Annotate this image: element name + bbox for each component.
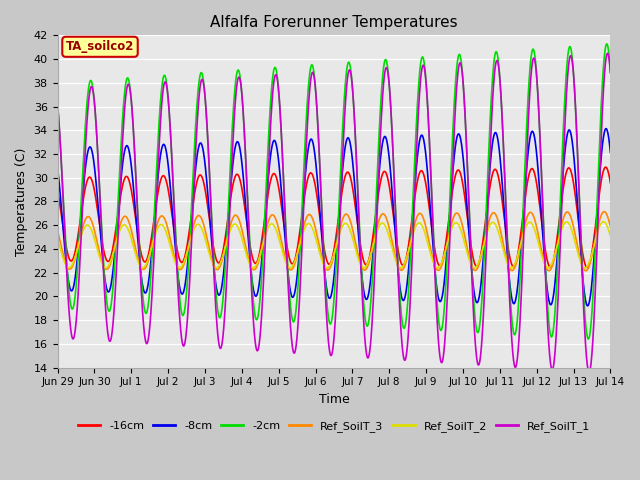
Ref_SoilT_3	[458, 220, 466, 226]
Line: Ref_SoilT_3: Ref_SoilT_3	[58, 212, 611, 271]
Ref_SoilT_1	[585, 369, 593, 375]
-16cm	[428, 220, 435, 226]
Ref_SoilT_2	[458, 230, 466, 236]
-2cm	[606, 62, 614, 68]
Ref_SoilT_2	[212, 265, 220, 271]
Ref_SoilT_2	[428, 253, 435, 259]
-16cm	[54, 188, 61, 194]
Title: Alfalfa Forerunner Temperatures: Alfalfa Forerunner Temperatures	[210, 15, 458, 30]
Ref_SoilT_3	[606, 222, 614, 228]
Ref_SoilT_1	[153, 190, 161, 196]
Legend: -16cm, -8cm, -2cm, Ref_SoilT_3, Ref_SoilT_2, Ref_SoilT_1: -16cm, -8cm, -2cm, Ref_SoilT_3, Ref_Soil…	[74, 416, 595, 436]
Ref_SoilT_1	[607, 70, 614, 76]
-8cm	[490, 136, 497, 142]
-16cm	[602, 164, 609, 170]
-16cm	[606, 177, 614, 183]
Ref_SoilT_2	[490, 219, 497, 225]
-16cm	[584, 265, 591, 271]
Ref_SoilT_1	[428, 180, 435, 186]
Ref_SoilT_1	[604, 50, 611, 56]
Ref_SoilT_3	[582, 268, 589, 274]
Ref_SoilT_3	[54, 228, 61, 233]
Ref_SoilT_2	[153, 227, 161, 233]
-2cm	[584, 336, 592, 342]
-8cm	[458, 144, 466, 149]
Line: -8cm: -8cm	[58, 129, 611, 306]
Ref_SoilT_1	[314, 112, 321, 118]
Ref_SoilT_2	[54, 236, 61, 241]
-16cm	[458, 176, 466, 181]
-2cm	[490, 67, 497, 73]
Ref_SoilT_2	[600, 219, 607, 225]
Ref_SoilT_3	[428, 249, 435, 255]
-16cm	[607, 180, 614, 186]
Line: Ref_SoilT_1: Ref_SoilT_1	[58, 53, 611, 372]
-16cm	[490, 169, 497, 175]
Ref_SoilT_1	[458, 67, 466, 72]
Ref_SoilT_3	[153, 222, 161, 228]
-2cm	[603, 41, 611, 47]
-8cm	[607, 150, 614, 156]
Y-axis label: Temperatures (C): Temperatures (C)	[15, 147, 28, 256]
-2cm	[153, 159, 161, 165]
-2cm	[607, 69, 614, 75]
Line: -2cm: -2cm	[58, 44, 611, 339]
-2cm	[54, 101, 61, 107]
Ref_SoilT_2	[607, 233, 614, 239]
-8cm	[602, 126, 610, 132]
Ref_SoilT_1	[490, 88, 497, 94]
-8cm	[314, 176, 321, 181]
-16cm	[314, 195, 321, 201]
Line: Ref_SoilT_2: Ref_SoilT_2	[58, 222, 611, 268]
Ref_SoilT_1	[606, 64, 614, 70]
Ref_SoilT_3	[607, 224, 614, 230]
Ref_SoilT_2	[314, 241, 321, 247]
-2cm	[428, 180, 435, 185]
Ref_SoilT_2	[606, 231, 614, 237]
-8cm	[606, 144, 614, 150]
-16cm	[153, 196, 161, 202]
Ref_SoilT_3	[490, 210, 497, 216]
Ref_SoilT_1	[54, 101, 61, 107]
-8cm	[428, 219, 435, 225]
X-axis label: Time: Time	[319, 393, 349, 406]
Line: -16cm: -16cm	[58, 167, 611, 268]
-2cm	[458, 64, 466, 70]
-8cm	[153, 187, 161, 192]
-8cm	[54, 165, 61, 170]
-8cm	[584, 303, 591, 309]
-2cm	[314, 113, 321, 119]
Ref_SoilT_3	[600, 209, 608, 215]
Text: TA_soilco2: TA_soilco2	[66, 40, 134, 53]
Ref_SoilT_3	[314, 234, 321, 240]
